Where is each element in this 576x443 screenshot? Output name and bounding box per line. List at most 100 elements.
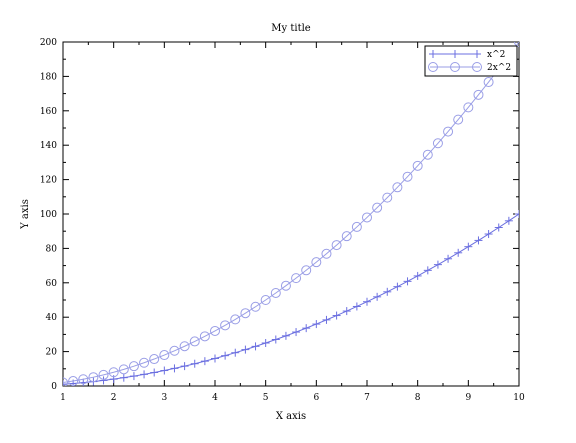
data-point-plus — [474, 236, 483, 245]
series-line — [63, 42, 519, 384]
legend-entry: 2x^2 — [428, 62, 511, 73]
legend: x^2 2x^2 — [424, 45, 518, 77]
x-tick-label: 4 — [212, 393, 218, 403]
data-point-circle — [169, 345, 180, 356]
data-point-plus — [231, 348, 240, 357]
series-layer — [63, 42, 519, 386]
y-tick-label: 0 — [51, 382, 57, 392]
data-point-plus — [241, 345, 250, 354]
data-point-circle — [428, 62, 438, 72]
y-tick-label: 80 — [46, 244, 58, 254]
data-point-plus — [302, 324, 311, 333]
data-point-plus — [473, 50, 481, 58]
y-tick-label: 160 — [40, 107, 57, 117]
data-point-circle — [372, 202, 383, 213]
data-point-plus — [515, 210, 519, 218]
data-point-plus — [160, 366, 169, 375]
data-point-plus — [444, 254, 453, 263]
data-point-circle — [250, 301, 261, 312]
x-tick-label: 2 — [111, 393, 117, 403]
data-point-circle — [179, 341, 190, 352]
data-point-circle — [108, 367, 119, 378]
x-tick-label: 5 — [263, 393, 269, 403]
data-point-plus — [180, 362, 189, 371]
y-axis-label: Y axis — [20, 199, 31, 230]
data-point-circle — [443, 126, 454, 137]
data-point-plus — [211, 354, 219, 363]
x-tick-label: 1 — [60, 393, 66, 403]
data-point-circle — [68, 376, 79, 386]
data-point-plus — [200, 357, 209, 366]
data-point-plus — [464, 242, 473, 251]
data-point-plus — [494, 223, 503, 232]
data-point-circle — [230, 314, 241, 325]
data-point-circle — [483, 77, 494, 88]
series-1 — [63, 210, 519, 386]
data-point-plus — [140, 370, 149, 379]
data-point-plus — [63, 380, 67, 386]
data-point-circle — [78, 374, 89, 385]
data-point-plus — [251, 342, 260, 351]
data-point-circle — [463, 102, 474, 113]
data-point-circle — [392, 182, 403, 193]
data-point-circle — [139, 357, 150, 368]
y-tick-label: 180 — [40, 72, 57, 82]
legend-label: x^2 — [487, 50, 505, 60]
data-point-plus — [451, 50, 459, 58]
data-point-plus — [312, 320, 321, 329]
data-point-circle — [220, 320, 231, 331]
y-tick-label: 100 — [40, 210, 57, 220]
data-point-circle — [280, 280, 291, 291]
data-point-plus — [119, 373, 128, 382]
data-point-circle — [118, 364, 129, 375]
data-point-circle — [199, 331, 210, 342]
data-point-plus — [504, 216, 513, 225]
data-point-plus — [363, 297, 371, 306]
data-point-circle — [321, 248, 332, 259]
data-point-circle — [450, 62, 460, 72]
data-point-circle — [412, 160, 423, 171]
data-point-plus — [99, 376, 108, 385]
data-point-plus — [433, 260, 442, 269]
legend-entry: x^2 — [429, 50, 505, 60]
x-tick-label: 6 — [313, 393, 319, 403]
data-point-circle — [331, 240, 342, 251]
data-point-plus — [342, 307, 351, 316]
chart-title: My title — [271, 23, 311, 34]
data-point-circle — [453, 114, 464, 125]
x-tick-label: 7 — [364, 393, 370, 403]
data-point-plus — [129, 372, 138, 381]
series-line — [63, 213, 519, 385]
data-point-circle — [351, 221, 362, 232]
data-point-circle — [63, 377, 68, 386]
data-point-circle — [98, 369, 109, 380]
data-point-plus — [423, 266, 432, 275]
data-point-plus — [271, 335, 280, 344]
data-point-circle — [128, 361, 139, 372]
data-point-plus — [429, 50, 437, 58]
data-point-circle — [432, 138, 443, 149]
data-point-plus — [221, 351, 230, 360]
data-point-circle — [422, 149, 433, 160]
y-tick-label: 120 — [40, 176, 57, 186]
data-point-circle — [291, 273, 302, 284]
data-point-circle — [240, 308, 251, 319]
data-point-plus — [413, 271, 422, 280]
y-tick-label: 200 — [40, 38, 57, 48]
data-point-plus — [403, 277, 412, 286]
data-point-circle — [382, 192, 393, 203]
data-point-plus — [484, 230, 493, 239]
data-point-plus — [373, 292, 382, 301]
data-point-circle — [362, 212, 372, 223]
data-point-circle — [159, 350, 170, 361]
legend-box — [424, 45, 518, 77]
data-point-plus — [261, 339, 270, 347]
y-tick-label: 140 — [40, 141, 57, 151]
data-point-circle — [402, 171, 413, 182]
data-point-plus — [281, 331, 290, 340]
data-point-circle — [189, 336, 200, 347]
data-point-circle — [88, 372, 99, 383]
data-point-plus — [292, 328, 301, 337]
legend-label: 2x^2 — [487, 63, 511, 73]
